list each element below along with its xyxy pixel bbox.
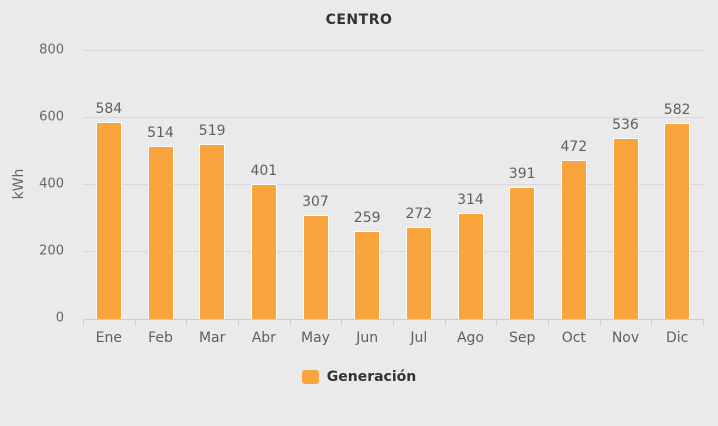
x-axis-label: Feb	[148, 330, 173, 346]
gridline	[83, 117, 703, 118]
x-axis-label: Oct	[561, 330, 586, 346]
chart-title: CENTRO	[325, 12, 393, 28]
bar-feb[interactable]	[147, 145, 174, 319]
x-axis-tick	[599, 320, 601, 326]
gridline	[83, 251, 703, 252]
y-axis-tick-label: 800	[39, 42, 64, 58]
legend-item-generacion[interactable]: Generación	[301, 369, 417, 385]
bar-jul[interactable]	[405, 226, 432, 319]
bar-value-label: 472	[560, 138, 588, 155]
x-axis-line	[83, 319, 704, 320]
y-axis-tick-label: 400	[39, 176, 64, 192]
x-axis-tick	[496, 320, 498, 326]
x-axis-label: Ene	[95, 330, 122, 346]
bar-ene[interactable]	[95, 122, 122, 319]
x-axis-label: Ago	[456, 330, 484, 346]
legend-swatch-icon	[301, 370, 319, 384]
bar-value-label: 519	[198, 123, 226, 140]
bar-value-label: 391	[508, 166, 536, 182]
x-axis-tick	[289, 320, 291, 326]
x-axis-label: Nov	[611, 330, 640, 346]
x-axis-tick	[651, 320, 653, 326]
bar-jun[interactable]	[354, 231, 381, 319]
legend: Generación	[0, 369, 718, 385]
bar-sep[interactable]	[509, 187, 536, 319]
x-axis-label: Dic	[665, 330, 689, 346]
bar-may[interactable]	[302, 215, 329, 319]
bar-value-label: 307	[302, 194, 329, 211]
legend-label: Generación	[326, 369, 417, 385]
x-axis-tick	[393, 320, 394, 326]
bar-nov[interactable]	[612, 138, 639, 319]
gridline	[83, 50, 703, 51]
x-axis-tick	[83, 320, 84, 326]
x-axis-tick	[341, 320, 343, 326]
bar-value-label: 584	[95, 101, 123, 118]
x-axis-label: Abr	[251, 330, 276, 346]
bar-value-label: 272	[405, 205, 433, 222]
y-axis-tick-label: 200	[39, 243, 64, 259]
x-axis-tick	[186, 320, 188, 326]
bar-abr[interactable]	[250, 183, 277, 319]
y-axis-tick-label: 0	[55, 310, 64, 326]
x-axis-tick	[134, 320, 136, 326]
x-axis-label: Mar	[198, 330, 226, 346]
bar-value-label: 514	[147, 124, 174, 141]
bar-value-label: 582	[663, 102, 691, 119]
bar-ago[interactable]	[457, 212, 484, 319]
x-axis-tick	[444, 320, 446, 326]
gridline	[83, 184, 703, 185]
x-axis-label: May	[301, 330, 330, 346]
y-axis-tick-label: 600	[39, 109, 64, 125]
x-axis-tick	[238, 320, 239, 326]
bar-dic[interactable]	[664, 123, 691, 319]
x-axis-tick	[548, 320, 549, 326]
bar-value-label: 259	[353, 210, 381, 227]
bar-value-label: 314	[457, 191, 484, 208]
x-axis-label: Jun	[356, 330, 379, 346]
bar-oct[interactable]	[560, 159, 587, 319]
bar-value-label: 536	[612, 117, 639, 134]
x-axis-tick	[703, 320, 704, 326]
x-axis-label: Sep	[508, 330, 536, 346]
x-axis-label: Jul	[410, 330, 428, 346]
bar-value-label: 401	[250, 162, 278, 179]
bar-mar[interactable]	[199, 144, 226, 319]
